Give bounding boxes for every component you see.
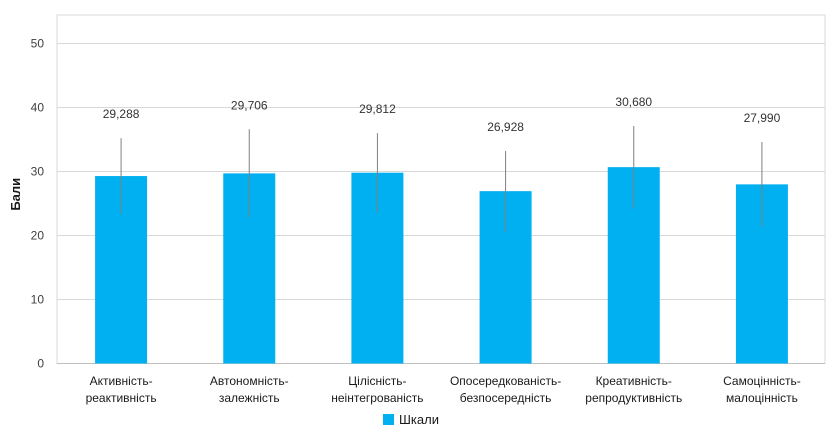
legend-swatch: [383, 414, 394, 425]
y-tick-label: 30: [31, 165, 45, 179]
x-category-label: неінтегрованість: [331, 391, 423, 405]
data-label: 26,928: [487, 120, 524, 134]
x-category-label: реактивність: [86, 391, 157, 405]
x-category-label: репродуктивність: [585, 391, 682, 405]
y-tick-label: 20: [31, 229, 45, 243]
x-category-label: Активність-: [90, 374, 153, 388]
data-label: 29,812: [359, 102, 396, 116]
data-label: 27,990: [744, 111, 781, 125]
data-label: 29,288: [103, 107, 140, 121]
y-tick-label: 40: [31, 101, 45, 115]
y-axis-label: Бали: [8, 178, 23, 211]
x-category-label: Самоцінність-: [723, 374, 801, 388]
y-tick-label: 50: [31, 37, 45, 51]
x-category-label: Опосередкованість-: [450, 374, 561, 388]
legend: Шкали: [383, 412, 439, 427]
data-label: 29,706: [231, 98, 268, 112]
y-tick-label: 10: [31, 293, 45, 307]
x-category-label: малоцінність: [726, 391, 798, 405]
plot-area-border: [56, 14, 826, 364]
x-category-label: Автономність-: [210, 374, 289, 388]
x-category-label: Цілісність-: [348, 374, 406, 388]
data-label: 30,680: [615, 95, 652, 109]
y-tick-label: 0: [37, 357, 44, 371]
x-category-label: залежність: [219, 391, 280, 405]
x-category-label: Креативність-: [596, 374, 672, 388]
x-category-label: безпосередність: [460, 391, 552, 405]
legend-label: Шкали: [399, 412, 439, 427]
